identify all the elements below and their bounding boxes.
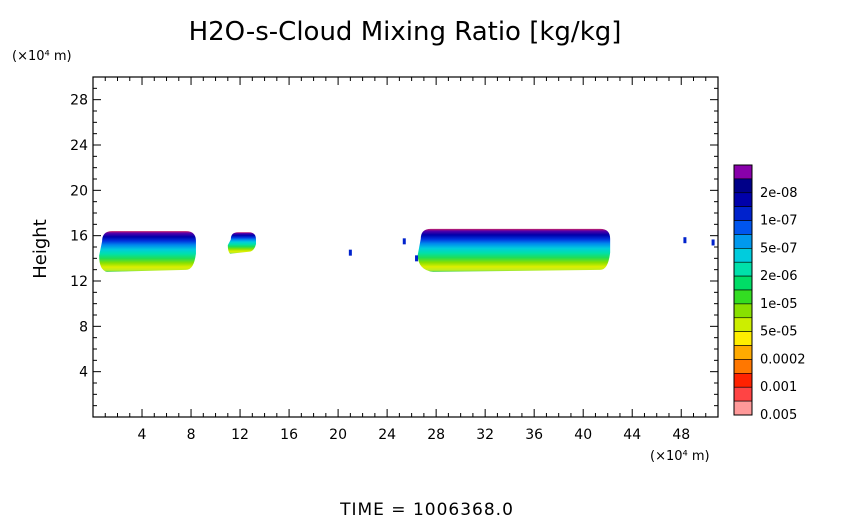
x-tick-label: 4 [138,427,147,443]
y-tick-label: 12 [70,274,88,290]
x-tick-label: 36 [525,427,543,443]
cloud-fields [99,228,715,272]
legend-label: 2e-06 [760,269,798,284]
y-tick-label: 20 [70,183,88,199]
legend-swatch [733,164,753,180]
time-label: TIME = 1006368.0 [339,500,514,519]
cloud-speck-2 [402,238,406,245]
legend-label: 5e-05 [760,325,798,340]
legend-label: 1e-05 [760,297,798,312]
legend-swatch [733,248,753,263]
legend-swatch [733,289,753,305]
legend-swatch [733,261,753,277]
legend-label: 0.005 [760,408,797,423]
y-tick-label: 24 [70,138,88,154]
legend-swatch [733,303,753,319]
x-tick-label: 40 [574,427,592,443]
legend-label: 0.001 [760,380,797,395]
legend-swatch [733,331,753,346]
cloud-region-1 [99,231,196,272]
y-unit-label: (×10⁴ m) [12,49,72,64]
x-tick-label: 24 [378,427,396,443]
legend-swatch [733,345,753,360]
legend-swatch [733,275,753,291]
legend-swatch [733,234,753,249]
legend-label: 0.0002 [760,352,806,367]
legend-swatch [733,317,753,332]
cloud-speck-1 [348,249,352,256]
x-unit-label: (×10⁴ m) [650,449,710,464]
chart-title: H2O-s-Cloud Mixing Ratio [kg/kg] [189,17,622,47]
legend-swatch [733,386,753,402]
y-tick-label: 16 [70,229,88,245]
x-tick-label: 32 [476,427,494,443]
x-tick-label: 28 [427,427,445,443]
legend-frame [733,164,753,416]
color-legend: 2e-08 1e-07 5e-07 2e-06 1e-05 5e-05 0.0002 0.00… [733,164,806,423]
legend-label: 5e-07 [760,241,798,256]
x-tick-label: 8 [187,427,196,443]
y-tick-label: 4 [79,365,88,381]
cloud-speck-3 [415,255,419,262]
x-tick-label: 16 [280,427,298,443]
cloud-speck-4 [683,237,687,244]
legend-swatch [733,359,753,374]
x-tick-label: 44 [623,427,641,443]
y-tick-label: 8 [79,319,88,335]
legend-swatch [733,206,753,221]
legend-swatch [733,220,753,235]
cloud-region-2 [227,232,256,254]
legend-swatch [733,178,753,194]
x-tick-label: 48 [672,427,690,443]
cloud-speck-5 [711,239,715,246]
legend-swatch [733,373,753,388]
legend-swatch [733,192,753,207]
legend-swatch [733,400,753,416]
x-tick-label: 20 [329,427,347,443]
y-tick-label: 28 [70,93,88,109]
legend-label: 1e-07 [760,214,798,229]
x-tick-label: 12 [231,427,249,443]
cloud-region-3 [417,228,611,272]
y-axis-label: Height [30,219,51,279]
legend-label: 2e-08 [760,186,798,201]
